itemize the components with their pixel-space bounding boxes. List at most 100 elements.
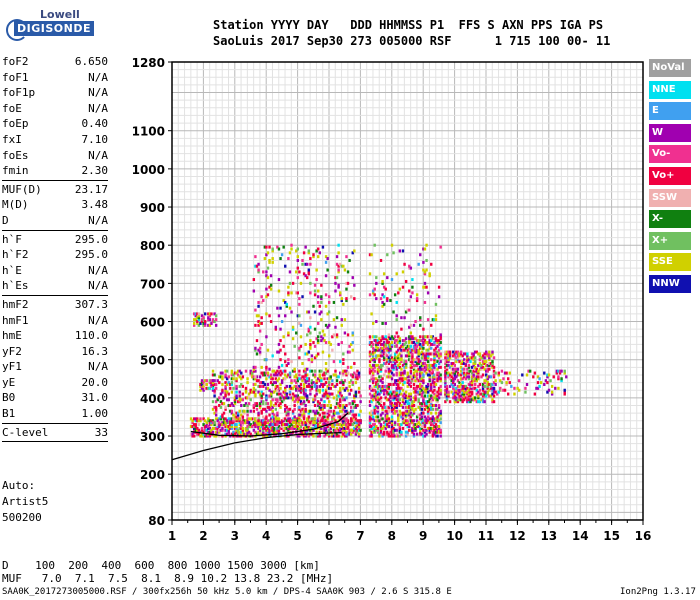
echo-point	[420, 392, 424, 396]
echo-point	[200, 426, 204, 430]
echo-point	[230, 411, 234, 415]
echo-point	[393, 394, 397, 398]
echo-point	[318, 432, 321, 436]
echo-point	[381, 434, 384, 438]
echo-point	[447, 394, 450, 398]
echo-point	[337, 404, 340, 407]
echo-point	[387, 356, 391, 360]
echo-point	[420, 388, 424, 392]
echo-point	[227, 426, 230, 430]
echo-point	[382, 402, 386, 406]
echo-point	[488, 350, 491, 354]
echo-point	[398, 341, 402, 345]
echo-point	[555, 369, 559, 373]
echo-point	[346, 333, 350, 337]
echo-point	[425, 348, 428, 352]
echo-point	[249, 409, 252, 413]
echo-point	[302, 377, 306, 381]
echo-point	[230, 421, 234, 425]
echo-point	[387, 424, 391, 428]
echo-point	[404, 360, 408, 364]
echo-point	[293, 375, 296, 379]
echo-point	[257, 423, 260, 427]
echo-point	[224, 384, 227, 388]
echo-point	[291, 398, 295, 402]
echo-point	[390, 356, 394, 360]
echo-point	[296, 426, 299, 430]
echo-point	[455, 396, 458, 400]
echo-point	[277, 430, 281, 434]
echo-point	[463, 371, 466, 375]
echo-point	[236, 373, 240, 377]
echo-point	[426, 354, 430, 358]
echo-point	[422, 285, 425, 289]
echo-point	[495, 392, 499, 396]
echo-point	[423, 339, 427, 343]
echo-point	[386, 297, 389, 301]
echo-point	[403, 369, 406, 373]
echo-point	[335, 379, 339, 383]
echo-point	[356, 419, 359, 423]
echo-point	[326, 430, 329, 434]
echo-point	[290, 426, 293, 430]
echo-point	[406, 371, 409, 375]
echo-point	[397, 419, 400, 423]
echo-point	[247, 396, 251, 400]
footer-file-line: SAA0K_2017273005000.RSF / 300fx256h 50 k…	[2, 587, 452, 597]
echo-point	[444, 400, 447, 404]
echo-point	[420, 377, 424, 381]
echo-point	[285, 394, 289, 398]
echo-point	[342, 398, 345, 402]
echo-point	[389, 360, 392, 364]
echo-point	[463, 390, 466, 394]
echo-point	[470, 379, 474, 383]
echo-point	[335, 375, 339, 379]
echo-point	[401, 342, 405, 346]
echo-point	[318, 417, 321, 421]
echo-point	[335, 411, 339, 415]
echo-point	[224, 394, 227, 398]
echo-point	[194, 428, 197, 432]
echo-point	[268, 419, 271, 423]
echo-point	[298, 413, 301, 417]
echo-point	[265, 409, 268, 413]
echo-point	[431, 390, 435, 394]
echo-point	[458, 384, 461, 388]
echo-point	[326, 369, 329, 373]
echo-point	[403, 362, 406, 366]
echo-point	[200, 314, 204, 318]
echo-point	[430, 396, 433, 400]
echo-point	[381, 300, 384, 304]
echo-point	[349, 432, 353, 436]
echo-point	[280, 421, 284, 425]
echo-point	[415, 350, 419, 354]
echo-point	[379, 369, 383, 373]
echo-point	[505, 371, 508, 375]
param-value: N/A	[88, 279, 108, 293]
echo-point	[323, 400, 326, 404]
echo-point	[320, 369, 323, 373]
echo-point	[488, 383, 491, 387]
echo-point	[368, 424, 372, 428]
echo-point	[423, 285, 427, 289]
echo-point	[439, 354, 442, 358]
echo-point	[382, 341, 386, 345]
echo-point	[412, 383, 416, 387]
echo-point	[273, 430, 276, 434]
echo-point	[309, 423, 312, 427]
echo-point	[472, 398, 475, 402]
echo-point	[265, 367, 268, 371]
echo-point	[412, 409, 416, 413]
echo-point	[403, 377, 406, 381]
echo-point	[302, 386, 306, 390]
echo-point	[397, 423, 400, 427]
echo-point	[306, 262, 309, 266]
echo-point	[379, 258, 383, 262]
echo-point	[408, 424, 411, 428]
echo-point	[235, 396, 238, 400]
echo-point	[313, 369, 317, 373]
echo-point	[263, 432, 267, 436]
echo-point	[433, 362, 436, 366]
echo-point	[298, 407, 301, 411]
echo-point	[280, 253, 284, 257]
